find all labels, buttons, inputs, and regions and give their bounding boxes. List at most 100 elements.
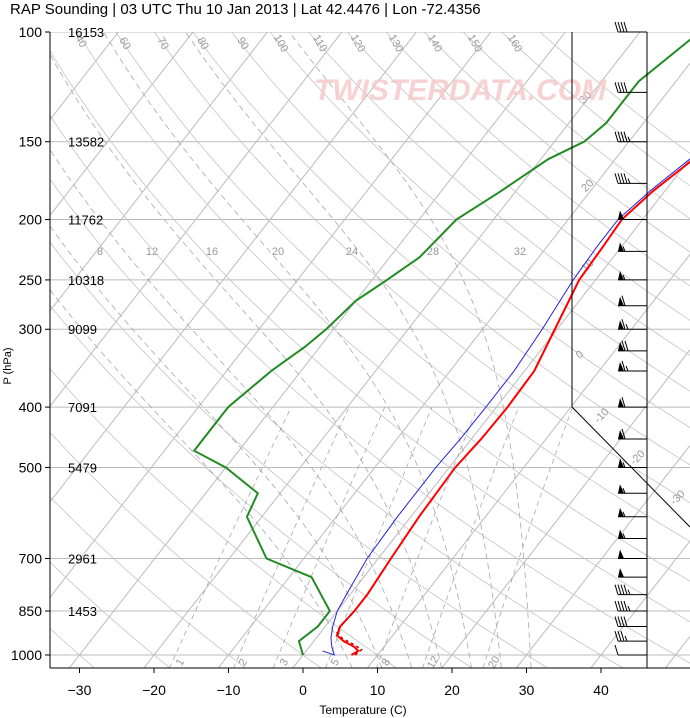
isotherm-line — [292, 158, 690, 668]
barb-feather — [614, 630, 619, 642]
dry-adiabat-line — [76, 32, 690, 582]
wind-barb — [614, 616, 647, 627]
moist-adiabat-line — [50, 53, 443, 668]
dry-adiabat-line — [501, 32, 690, 187]
barb-half-feather — [627, 605, 631, 612]
hodograph-panel-outline — [571, 32, 690, 668]
chart-title: RAP Sounding | 03 UTC Thu 10 Jan 2013 | … — [10, 1, 481, 18]
barb-flag — [618, 242, 624, 252]
wind-barb — [618, 428, 647, 440]
dry-adiabat-label: 0 — [573, 348, 586, 361]
dry-adiabat-line — [50, 627, 95, 668]
barb-flag — [618, 270, 624, 280]
y-tick-label: 700 — [19, 550, 43, 566]
wind-barb — [618, 507, 647, 518]
dry-adiabat-line — [50, 431, 322, 668]
isotherm-label: 140 — [425, 33, 445, 55]
wind-barb — [618, 295, 647, 307]
barb-feather — [623, 600, 628, 612]
isotherm-label: 100 — [271, 33, 291, 55]
x-tick-label: −10 — [217, 682, 241, 698]
wind-barb — [618, 568, 647, 578]
moist-adiabat-label: 24 — [346, 246, 358, 258]
wind-barb — [614, 131, 647, 143]
wind-barb — [618, 529, 647, 539]
barb-half-feather — [627, 136, 631, 142]
y-tick-label: 500 — [19, 459, 43, 475]
y-tick-label: 300 — [19, 321, 43, 337]
barb-feather — [614, 584, 619, 595]
dry-adiabat-line — [423, 32, 690, 253]
wind-barb — [618, 484, 647, 494]
isotherm-line — [50, 32, 417, 503]
mixing-ratio-line — [233, 406, 350, 668]
barb-feather — [620, 600, 625, 612]
barb-feather — [621, 319, 626, 330]
barb-feather — [617, 600, 622, 612]
isotherm-line — [50, 32, 268, 312]
barb-flag — [618, 361, 624, 371]
y-tick-label: 150 — [19, 134, 43, 150]
moist-adiabat-label: 12 — [146, 246, 158, 258]
dry-adiabat-line — [346, 32, 690, 321]
moist-adiabat-label: 8 — [97, 246, 103, 258]
barb-feather — [621, 428, 626, 440]
barb-flag — [618, 484, 624, 494]
watermark-logo: TWISTERDATA.COM — [314, 74, 607, 107]
isotherm-line — [366, 253, 690, 668]
y-tick-label: 850 — [19, 603, 43, 619]
dry-adiabat-line — [385, 32, 690, 287]
barb-feather — [624, 340, 629, 352]
dry-adiabat-line — [50, 178, 624, 668]
barb-feather — [617, 584, 622, 595]
sounding-line — [335, 160, 690, 656]
barb-feather — [623, 131, 628, 142]
barb-feather — [623, 173, 628, 184]
isotherm-label: 60 — [116, 35, 133, 52]
wind-barb — [614, 82, 647, 93]
barb-feather — [614, 82, 619, 93]
isotherm-line — [590, 540, 690, 668]
sounding-traces — [192, 38, 690, 656]
height-label: 11762 — [68, 213, 103, 228]
height-label: 16153 — [68, 25, 104, 40]
barb-feather — [617, 82, 622, 93]
barb-feather — [614, 173, 619, 184]
barb-feather — [620, 630, 625, 642]
isotherm-label: 110 — [310, 33, 329, 54]
barb-half-feather — [625, 365, 629, 372]
moist-adiabat-label: 28 — [427, 246, 439, 258]
wind-barb — [618, 549, 647, 559]
dry-adiabat-line — [50, 561, 171, 668]
barb-feather — [614, 600, 619, 612]
dry-adiabat-line — [50, 241, 549, 668]
wind-barb — [614, 644, 647, 656]
barb-flag — [618, 296, 624, 306]
wind-barb — [618, 340, 647, 352]
y-tick-label: 1000 — [11, 647, 42, 663]
wind-barb — [618, 319, 647, 330]
height-label: 1453 — [68, 604, 97, 619]
x-tick-label: 20 — [444, 682, 460, 698]
barb-feather — [620, 616, 625, 627]
barb-feather — [620, 173, 625, 184]
isotherm-label: 70 — [154, 35, 171, 52]
wind-barb — [618, 242, 647, 252]
dry-adiabat-line — [192, 32, 690, 466]
barb-feather — [617, 21, 622, 33]
x-tick-label: −30 — [68, 682, 92, 698]
barb-feather — [620, 584, 625, 595]
barb-feather — [617, 616, 622, 627]
mixing-ratio-line — [482, 406, 573, 668]
isotherm-label: 80 — [194, 35, 211, 52]
barb-feather — [620, 82, 625, 93]
isotherm-line — [68, 32, 566, 668]
dry-adiabat-line — [50, 496, 246, 668]
height-label: 10318 — [68, 273, 104, 288]
barb-feather — [614, 644, 619, 656]
sounding-line — [322, 158, 690, 656]
y-tick-label: 250 — [19, 272, 43, 288]
y-tick-label: 200 — [19, 212, 43, 228]
moist-adiabat-label: 32 — [514, 246, 526, 258]
